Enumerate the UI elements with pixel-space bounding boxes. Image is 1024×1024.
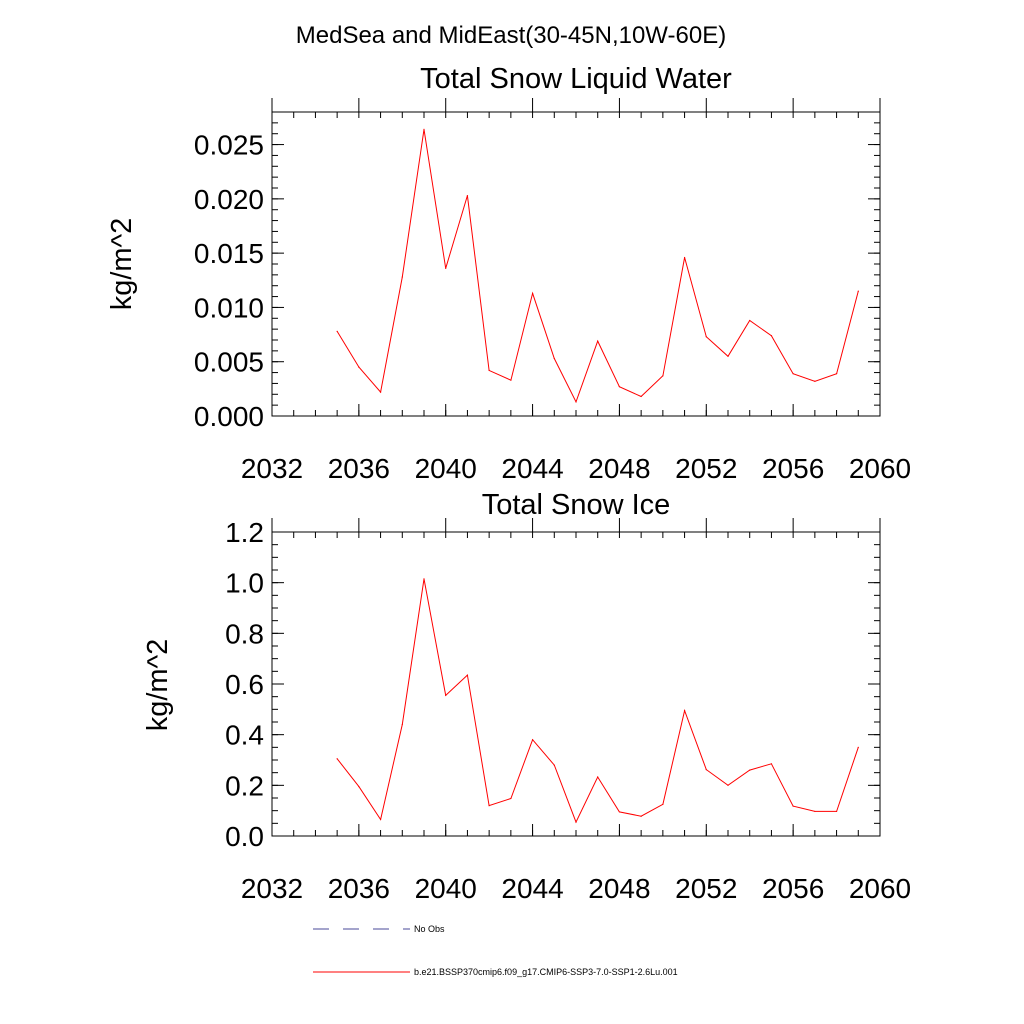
x-tick-label: 2060 — [849, 453, 911, 484]
data-point — [640, 395, 642, 398]
data-point — [445, 267, 447, 269]
data-point — [683, 256, 686, 259]
data-point — [640, 815, 642, 817]
y-tick-label: 0.005 — [194, 347, 264, 378]
data-point — [531, 739, 534, 741]
series-line — [336, 129, 859, 404]
data-point — [705, 769, 707, 771]
data-point — [401, 723, 403, 726]
data-point — [466, 674, 469, 676]
data-point — [423, 128, 425, 130]
data-point — [488, 369, 490, 371]
data-point — [857, 290, 859, 292]
data-point — [575, 821, 577, 823]
y-axis-label: kg/m^2 — [142, 639, 174, 732]
x-tick-label: 2032 — [241, 873, 303, 904]
data-point — [466, 195, 469, 197]
y-tick-label: 0.015 — [194, 238, 264, 269]
x-tick-label: 2032 — [241, 453, 303, 484]
data-point — [401, 276, 403, 278]
data-point — [553, 764, 555, 766]
x-tick-label: 2060 — [849, 873, 911, 904]
y-tick-label: 0.010 — [194, 292, 264, 323]
x-tick-label: 2048 — [588, 873, 650, 904]
data-point — [488, 805, 490, 807]
x-tick-label: 2044 — [501, 873, 563, 904]
data-point — [358, 366, 360, 368]
data-point — [705, 336, 707, 338]
data-point — [662, 375, 664, 377]
y-tick-label: 0.0 — [225, 821, 264, 852]
legend-label-model: b.e21.BSSP370cmip6.f09_g17.CMIP6-SSP3-7.… — [414, 967, 678, 977]
data-point — [618, 811, 621, 813]
plot-frame — [271, 111, 881, 417]
data-point — [749, 769, 751, 771]
data-point — [336, 330, 338, 332]
figure-suptitle: MedSea and MidEast(30-45N,10W-60E) — [296, 22, 726, 49]
chart-panel-snow-liquid-water: Total Snow Liquid Water kg/m^2 0.000 0.00… — [106, 63, 911, 484]
data-point — [727, 355, 729, 357]
legend-label-no-obs: No Obs — [414, 924, 445, 934]
chart-title: Total Snow Liquid Water — [420, 63, 732, 95]
data-point — [379, 818, 382, 821]
y-tick-label: 0.020 — [194, 184, 264, 215]
data-point — [792, 805, 794, 807]
y-tick-label: 0.2 — [225, 770, 264, 801]
y-tick-label: 0.000 — [194, 401, 264, 432]
data-point — [423, 578, 425, 580]
y-tick-label: 1.0 — [225, 568, 264, 599]
chart-title: Total Snow Ice — [482, 489, 671, 521]
x-tick-label: 2056 — [762, 873, 824, 904]
data-point — [379, 391, 382, 393]
data-point — [597, 340, 599, 342]
data-point — [683, 710, 686, 712]
data-point — [553, 357, 555, 360]
x-tick-label: 2040 — [415, 453, 477, 484]
y-tick-label: 0.8 — [225, 618, 264, 649]
data-point — [575, 401, 577, 403]
data-point — [792, 373, 794, 375]
data-point — [662, 803, 664, 805]
y-tick-label: 0.4 — [225, 720, 264, 751]
y-tick-label: 0.025 — [194, 130, 264, 161]
plot-frame — [271, 531, 881, 837]
x-tick-label: 2052 — [675, 453, 737, 484]
y-tick-label: 0.6 — [225, 669, 264, 700]
x-tick-label: 2036 — [328, 873, 390, 904]
data-point — [727, 784, 729, 786]
data-point — [510, 797, 512, 800]
x-tick-label: 2036 — [328, 453, 390, 484]
data-point — [531, 292, 534, 294]
data-point — [336, 758, 338, 760]
x-tick-label: 2044 — [501, 453, 563, 484]
y-axis-label: kg/m^2 — [106, 218, 138, 311]
data-point — [358, 786, 360, 788]
data-point — [814, 380, 816, 382]
data-point — [618, 386, 621, 388]
data-point — [770, 763, 773, 765]
x-tick-label: 2048 — [588, 453, 650, 484]
data-point — [770, 335, 773, 337]
data-point — [597, 776, 599, 778]
chart-panel-snow-ice: Total Snow Ice kg/m^2 0.0 0.2 0.4 0.6 0.8 1.0… — [142, 489, 911, 904]
x-tick-label: 2056 — [762, 453, 824, 484]
x-tick-label: 2052 — [675, 873, 737, 904]
data-point — [835, 373, 838, 375]
data-point — [835, 810, 838, 813]
data-point — [814, 810, 816, 813]
y-tick-label: 1.2 — [225, 517, 264, 548]
series-line — [336, 578, 859, 824]
data-point — [510, 379, 512, 381]
data-point — [857, 746, 859, 748]
x-tick-label: 2040 — [415, 873, 477, 904]
legend: No Obs b.e21.BSSP370cmip6.f09_g17.CMIP6-… — [313, 924, 678, 977]
data-point — [749, 319, 751, 322]
data-point — [445, 694, 447, 697]
